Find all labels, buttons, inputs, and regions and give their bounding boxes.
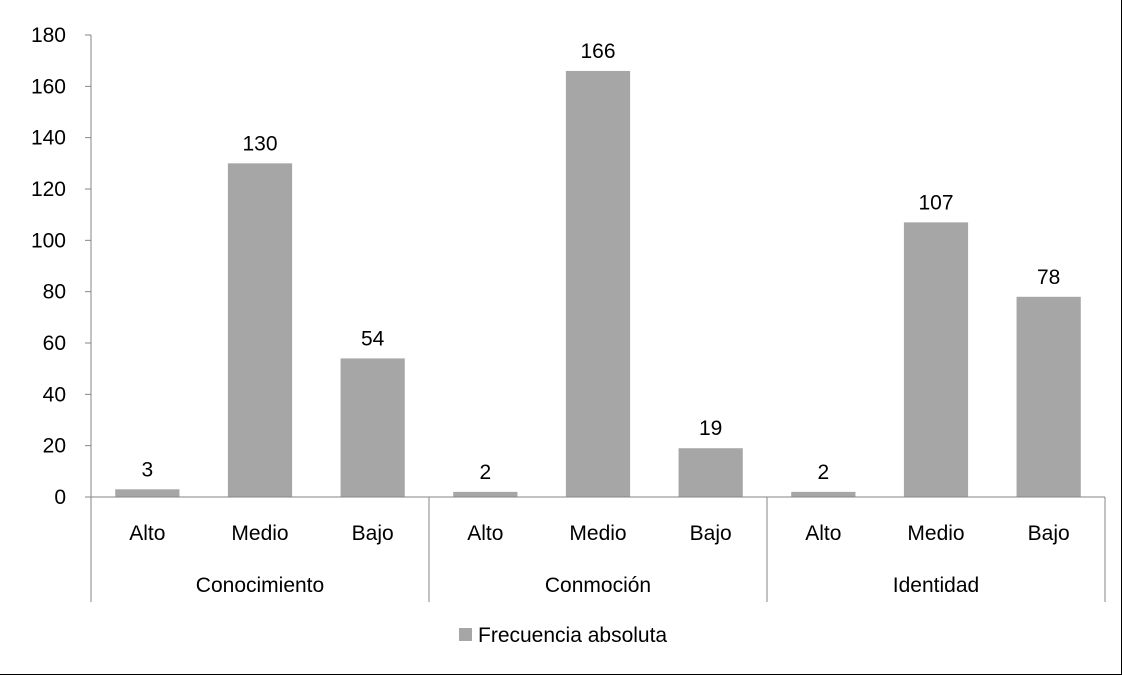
legend-label: Frecuencia absoluta <box>478 624 667 647</box>
data-label: 2 <box>479 461 491 484</box>
y-tick-label: 140 <box>31 127 66 150</box>
category-label: Alto <box>129 522 165 545</box>
bar <box>565 70 631 497</box>
bar <box>453 491 518 497</box>
y-tick-label: 60 <box>43 332 66 355</box>
y-tick-label: 180 <box>31 24 66 47</box>
y-tick-label: 20 <box>43 435 66 458</box>
category-label: Alto <box>467 522 503 545</box>
y-axis: 0 20 40 60 80 100 120 140 160 180 <box>31 24 92 509</box>
y-tick-label: 100 <box>31 229 66 252</box>
data-label: 3 <box>141 458 153 481</box>
data-label: 2 <box>817 461 829 484</box>
data-label: 78 <box>1037 266 1060 289</box>
data-label: 54 <box>361 327 385 350</box>
y-tick-label: 120 <box>31 178 66 201</box>
category-label: Medio <box>907 522 964 545</box>
category-label: Medio <box>569 522 626 545</box>
category-label: Alto <box>805 522 841 545</box>
bar <box>791 491 856 497</box>
group-label: Conocimiento <box>196 574 324 597</box>
x-axis: Alto Medio Bajo Conocimiento Alto Medio Bajo Co… <box>90 496 1106 602</box>
data-label: 107 <box>918 191 953 214</box>
bar <box>678 448 743 497</box>
data-label: 130 <box>242 132 277 155</box>
data-label: 19 <box>699 417 722 440</box>
data-label: 166 <box>580 40 615 63</box>
y-tick-label: 80 <box>43 281 66 304</box>
category-label: Bajo <box>1028 522 1070 545</box>
group-label: Identidad <box>893 574 979 597</box>
legend-swatch <box>459 628 472 641</box>
group-label: Conmoción <box>545 574 651 597</box>
bar <box>227 163 293 498</box>
bar <box>903 222 969 497</box>
bar <box>115 489 180 497</box>
bars: 3 130 54 2 166 19 2 107 78 <box>115 40 1081 498</box>
category-label: Bajo <box>352 522 394 545</box>
y-tick-label: 160 <box>31 75 66 98</box>
y-tick-label: 40 <box>43 383 66 406</box>
y-tick-label: 0 <box>54 486 66 509</box>
category-label: Bajo <box>690 522 732 545</box>
bar <box>340 358 405 497</box>
category-label: Medio <box>231 522 288 545</box>
legend: Frecuencia absoluta <box>459 624 667 647</box>
bar <box>1016 296 1081 497</box>
